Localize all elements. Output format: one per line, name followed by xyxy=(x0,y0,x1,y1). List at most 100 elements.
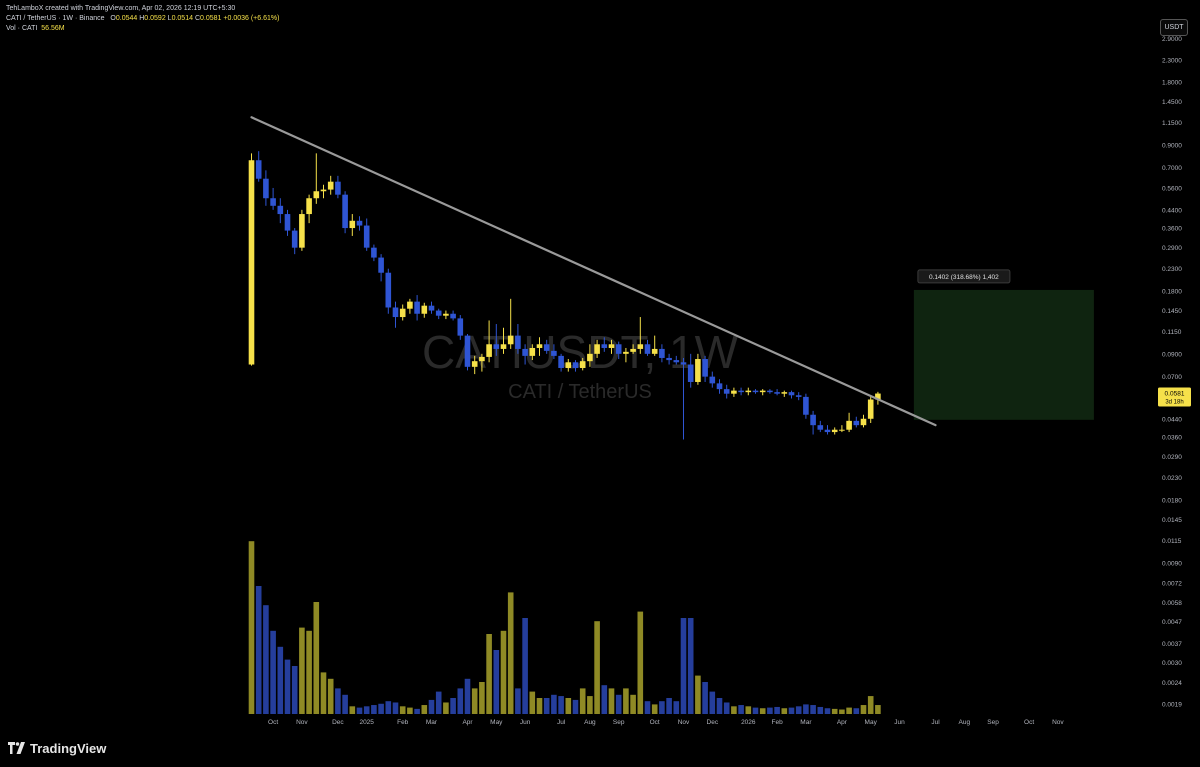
ohlc-open-label: O xyxy=(110,15,116,22)
time-tick-label: Feb xyxy=(397,719,409,726)
candle-body xyxy=(795,395,802,397)
candle-body xyxy=(464,335,471,367)
volume-bar xyxy=(335,688,341,714)
volume-bar xyxy=(263,605,269,714)
candle-body xyxy=(536,344,543,348)
candle-body xyxy=(277,205,284,215)
price-tick-label: 0.1450 xyxy=(1162,308,1182,315)
time-tick-label: Dec xyxy=(332,719,344,726)
volume-bar xyxy=(486,634,492,714)
price-tick-label: 2.3000 xyxy=(1162,57,1182,64)
candle-body xyxy=(320,189,327,192)
volume-bar xyxy=(306,630,312,714)
volume-bar xyxy=(587,696,593,714)
candle-body xyxy=(327,181,334,190)
volume-bar xyxy=(745,706,752,714)
time-tick-label: May xyxy=(490,719,503,726)
volume-bar xyxy=(623,688,629,714)
tradingview-logo[interactable]: TradingView xyxy=(8,740,106,756)
volume-bar xyxy=(428,699,435,714)
volume-bar xyxy=(443,702,449,714)
price-tick-label: 0.0030 xyxy=(1162,660,1182,667)
price-tick-label: 1.8000 xyxy=(1162,80,1182,87)
volume-bar xyxy=(824,708,831,714)
volume-bar xyxy=(299,627,305,714)
candle-body xyxy=(299,214,305,248)
volume-bar xyxy=(875,705,881,714)
price-tick-label: 0.2900 xyxy=(1162,245,1182,252)
candle-body xyxy=(666,357,672,361)
candle-body xyxy=(839,429,845,431)
volume-bar xyxy=(673,701,680,714)
volume-bar xyxy=(853,708,860,714)
volume-bar xyxy=(759,708,766,714)
volume-bar xyxy=(803,704,809,714)
candle-body xyxy=(594,344,600,354)
volume-bar xyxy=(414,708,420,714)
bar-countdown: 3d 18h xyxy=(1165,400,1183,406)
volume-bar xyxy=(637,611,644,714)
measure-label-bg xyxy=(917,269,1011,284)
volume-bar xyxy=(695,675,701,714)
candle-body xyxy=(471,361,478,367)
time-tick-label: Sep xyxy=(987,719,999,726)
volume-bar xyxy=(471,688,478,714)
currency-button[interactable]: USDT xyxy=(1160,19,1188,36)
candle-body xyxy=(687,364,694,382)
descending-trendline[interactable] xyxy=(250,116,937,427)
candle-body xyxy=(774,392,780,394)
candle-body xyxy=(623,351,629,354)
measure-label: 0.1402 (318.68%) 1,402 xyxy=(929,274,999,281)
price-tick-label: 0.0058 xyxy=(1162,600,1182,607)
candle-body xyxy=(867,399,874,419)
volume-bar xyxy=(356,707,363,714)
time-tick-label: Dec xyxy=(707,719,719,726)
candle-body xyxy=(349,220,356,229)
price-tick-label: 0.0230 xyxy=(1162,475,1182,482)
time-tick-label: Sep xyxy=(613,719,625,726)
volume-bar xyxy=(522,618,528,714)
last-price-tag[interactable] xyxy=(1158,387,1191,407)
symbol-line[interactable]: CATI / TetherUS · 1W · Binance xyxy=(6,15,105,22)
candle-body xyxy=(443,313,449,316)
candle-body xyxy=(630,348,636,352)
volume-bar xyxy=(615,694,622,714)
volume-bar xyxy=(399,706,406,714)
candle-body xyxy=(371,247,377,258)
candle-body xyxy=(479,356,485,362)
candle-body xyxy=(601,344,608,348)
price-tick-label: 0.0900 xyxy=(1162,351,1182,358)
time-tick-label: Oct xyxy=(1024,719,1034,726)
volume-bar xyxy=(831,708,838,714)
candle-body xyxy=(399,308,406,318)
measure-range-box[interactable] xyxy=(913,289,1094,420)
candle-body xyxy=(486,344,492,357)
ohlc-high-label: H xyxy=(139,15,145,22)
price-tick-label: 0.0019 xyxy=(1162,701,1182,708)
volume-bar xyxy=(666,698,672,714)
candle-body xyxy=(255,160,262,179)
candle-body xyxy=(651,348,658,354)
time-tick-label: Oct xyxy=(650,719,660,726)
chart-legend: CATI / TetherUS · 1W · Binance O0.0544 H… xyxy=(6,14,279,34)
candle-body xyxy=(500,344,507,349)
candle-body xyxy=(428,305,435,311)
time-tick-label: Apr xyxy=(837,719,848,726)
candle-body xyxy=(579,361,586,368)
volume-bar xyxy=(270,630,276,714)
time-tick-label: Nov xyxy=(678,719,690,726)
volume-bar xyxy=(529,691,536,714)
time-tick-label: Jun xyxy=(520,719,531,726)
volume-bar xyxy=(651,704,658,714)
volume-bar xyxy=(291,666,298,714)
price-tick-label: 0.0037 xyxy=(1162,641,1182,648)
price-axis[interactable]: 2.9000 2.3000 1.8000 1.4500 1.1500 0.9000 0.70… xyxy=(1162,36,1182,708)
volume-bar xyxy=(630,694,636,714)
price-tick-label: 0.0047 xyxy=(1162,619,1182,626)
volume-label[interactable]: Vol · CATI xyxy=(6,25,38,32)
ohlc-open: 0.0544 xyxy=(115,15,138,22)
price-tick-label: 0.0024 xyxy=(1162,680,1182,687)
time-axis[interactable]: Oct Nov Dec 2025 Feb Mar Apr May Jun Jul Aug Sep Oct… xyxy=(268,719,1064,726)
volume-bar xyxy=(500,630,507,714)
